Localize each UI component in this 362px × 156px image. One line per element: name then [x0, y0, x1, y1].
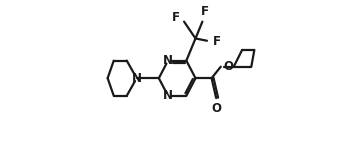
Text: N: N: [163, 89, 173, 102]
Text: O: O: [223, 60, 233, 73]
Text: N: N: [132, 72, 142, 85]
Text: O: O: [211, 102, 221, 115]
Text: N: N: [163, 54, 173, 67]
Text: F: F: [201, 5, 209, 18]
Text: F: F: [213, 35, 221, 48]
Text: F: F: [172, 11, 180, 24]
